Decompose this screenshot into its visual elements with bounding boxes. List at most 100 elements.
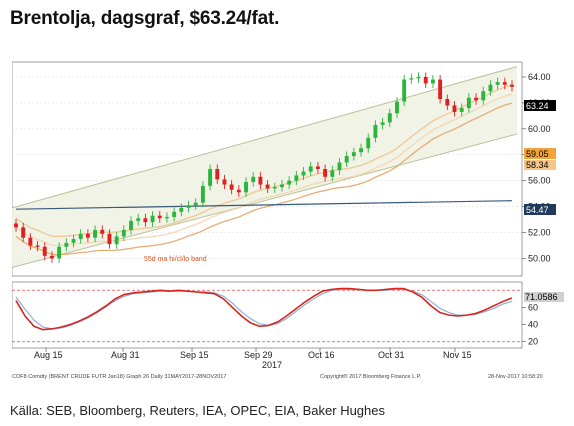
stochastic-panel: [11, 281, 523, 349]
level-tag-2-text: 58.34: [526, 160, 549, 170]
candle-body: [172, 211, 177, 217]
stoch-tick-label: 60: [528, 302, 538, 312]
candle-body: [200, 185, 205, 203]
candle-body: [438, 79, 443, 99]
candle-body: [474, 97, 479, 101]
candle-body: [49, 255, 54, 259]
price-tag: [524, 100, 556, 111]
candle-body: [301, 171, 306, 176]
price-tick-label: 60.00: [528, 124, 551, 134]
candle-body: [459, 108, 464, 112]
stochastic-axis: 20 40 60: [522, 302, 538, 347]
level-tag-3: [524, 204, 556, 215]
candlesticks: [14, 72, 514, 263]
candle-body: [423, 76, 428, 84]
candle-body: [373, 124, 378, 138]
x-tick-label: Oct 31: [378, 350, 405, 360]
candle-body: [495, 82, 500, 85]
candle-body: [215, 169, 220, 180]
candle-body: [222, 179, 227, 185]
candle-body: [416, 76, 421, 79]
candle-body: [21, 227, 26, 238]
candle-body: [510, 84, 514, 87]
ma-band-low: [15, 102, 513, 256]
level-tag-1: [524, 148, 556, 159]
band-label: 55d ma hi/cl/lo band: [144, 256, 207, 263]
candle-body: [78, 233, 83, 239]
x-tick-label: Oct 16: [308, 350, 335, 360]
candle-body: [107, 233, 112, 245]
candle-body: [323, 169, 328, 177]
candle-body: [330, 170, 335, 177]
level-tag-2: [524, 160, 556, 170]
footer-left: COF8 Comdty (BRENT CRUDE FUTR Jan18) Gra…: [12, 374, 226, 380]
candle-body: [35, 245, 40, 247]
candle-body: [244, 181, 248, 193]
candle-body: [165, 216, 169, 219]
candle-body: [430, 79, 435, 84]
candle-body: [42, 246, 47, 256]
page-title: Brentolja, dagsgraf, $63.24/fat.: [10, 8, 280, 29]
candle-body: [481, 91, 486, 101]
candle-body: [114, 236, 119, 245]
candle-body: [265, 184, 270, 189]
price-tick-label: 56.00: [528, 176, 551, 186]
candle-body: [308, 166, 313, 172]
candle-body: [57, 246, 62, 259]
ma-band-close: [15, 93, 513, 247]
footer-copyright: Copyright® 2017 Bloomberg Finance L.P.: [320, 373, 422, 380]
x-tick-label: Aug 15: [34, 350, 63, 360]
candle-body: [409, 78, 414, 80]
channel-upper-line: [11, 66, 518, 209]
candle-body: [272, 187, 277, 189]
candle-body: [445, 99, 450, 106]
channel-lower-line: [11, 133, 518, 269]
candle-body: [488, 84, 493, 92]
stoch-tick-label: 40: [528, 320, 538, 330]
candle-body: [280, 184, 284, 188]
candle-body: [193, 202, 198, 206]
level-tag-3-text: 54.47: [526, 205, 549, 215]
candle-body: [28, 237, 33, 246]
source-note: Källa: SEB, Bloomberg, Reuters, IEA, OPE…: [10, 403, 386, 418]
candle-body: [258, 176, 263, 185]
candle-body: [351, 152, 356, 157]
stoch-value-tag: [524, 292, 564, 302]
long-moving-average: [15, 200, 513, 210]
footer-date: 28-Nov-2017 10:58:20: [488, 374, 543, 380]
candle-body: [157, 215, 162, 219]
candle-body: [208, 169, 213, 186]
x-axis: Aug 15 Aug 31 Sep 15 Sep 29 Oct 16 Oct 31 Nov …: [34, 348, 472, 360]
candle-body: [402, 79, 407, 102]
candle-body: [136, 218, 141, 221]
candle-body: [380, 122, 385, 125]
candle-body: [100, 229, 105, 234]
candle-body: [64, 242, 69, 247]
candle-body: [229, 184, 234, 190]
stoch-value-text: 71.0586: [525, 292, 558, 302]
candle-body: [85, 233, 90, 238]
stoch-tick-label: 20: [528, 337, 538, 347]
level-tag-1-text: 59.05: [526, 149, 549, 159]
brent-chart: 55d ma hi/cl/lo band 50.0052.0054.0056.0…: [11, 61, 564, 380]
candle-body: [395, 101, 399, 114]
x-tick-label: Nov 15: [443, 350, 472, 360]
price-tick-label: 52.00: [528, 228, 551, 238]
candle-body: [315, 166, 320, 169]
candle-body: [452, 105, 457, 112]
candle-body: [366, 137, 371, 149]
candle-body: [179, 207, 184, 212]
candle-body: [186, 205, 191, 208]
chart-container: 55d ma hi/cl/lo band 50.0052.0054.0056.0…: [11, 60, 572, 380]
candle-body: [236, 189, 241, 193]
ma-band-high: [15, 84, 513, 238]
candle-body: [93, 229, 98, 238]
candle-body: [129, 220, 133, 230]
x-tick-label: Aug 31: [111, 350, 140, 360]
x-tick-label: Sep 15: [180, 350, 209, 360]
candle-body: [71, 239, 76, 243]
price-tick-label: 50.00: [528, 253, 551, 263]
price-tick-label: 64.00: [528, 72, 551, 82]
candle-body: [337, 162, 342, 171]
candle-body: [344, 156, 349, 163]
